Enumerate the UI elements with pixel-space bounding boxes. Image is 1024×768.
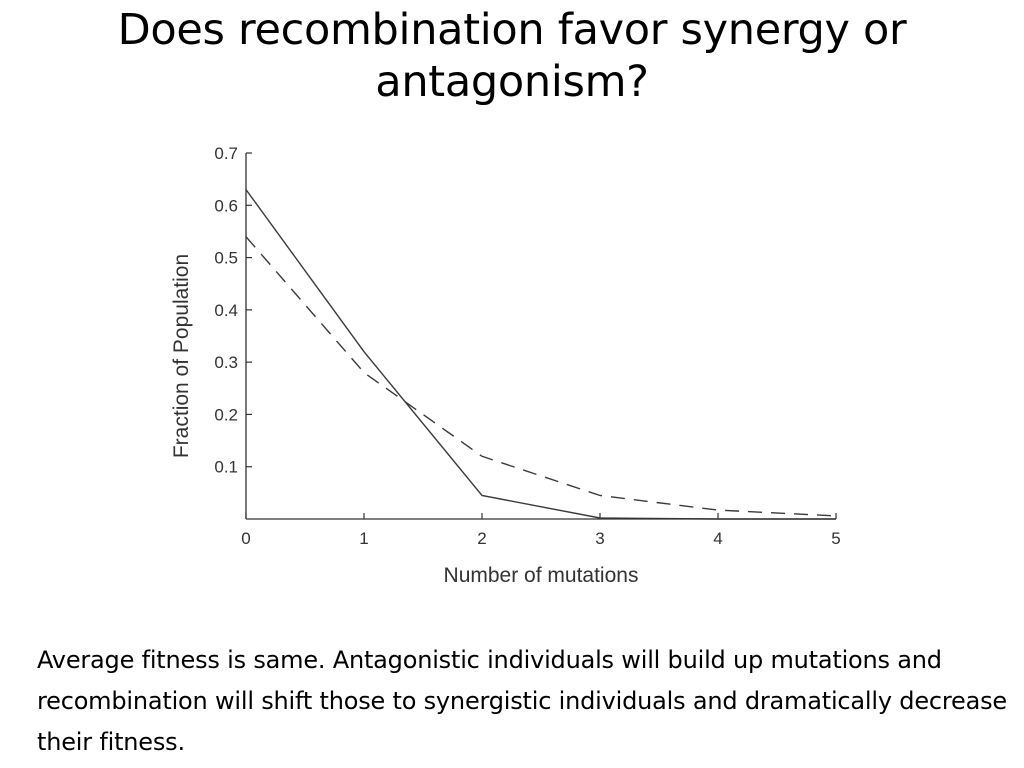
y-tick-label: 0.2 xyxy=(214,405,238,424)
y-tick-label: 0.5 xyxy=(214,249,238,268)
x-tick-label: 4 xyxy=(713,529,722,548)
x-axis-ticks: 0 1 2 3 4 5 xyxy=(241,513,841,548)
solid-series-line xyxy=(245,189,836,520)
slide-caption: Average fitness is same. Antagonistic in… xyxy=(37,646,1007,756)
y-tick-label: 0.4 xyxy=(214,301,238,320)
y-axis-ticks: 0.1 0.2 0.3 0.4 0.5 0.6 0.7 xyxy=(214,144,252,477)
slide-title: Does recombination favor synergy or anta… xyxy=(117,5,907,107)
y-axis-label: Fraction of Population xyxy=(170,254,193,458)
x-tick-label: 3 xyxy=(595,529,604,548)
chart-svg: 0.1 0.2 0.3 0.4 0.5 0.6 0.7 0 1 2 3 4 5 Number of m… xyxy=(170,144,841,587)
line-chart: 0.1 0.2 0.3 0.4 0.5 0.6 0.7 0 1 2 3 4 5 Number of m… xyxy=(150,135,870,605)
y-tick-label: 0.3 xyxy=(214,353,238,372)
series-layer xyxy=(245,189,837,520)
x-tick-label: 5 xyxy=(831,529,840,548)
x-tick-label: 0 xyxy=(241,529,250,548)
y-tick-label: 0.6 xyxy=(214,196,238,215)
y-tick-label: 0.7 xyxy=(214,144,238,163)
x-tick-label: 1 xyxy=(359,529,368,548)
y-tick-label: 0.1 xyxy=(214,458,238,477)
x-tick-label: 2 xyxy=(477,529,486,548)
x-axis-label: Number of mutations xyxy=(444,564,639,587)
dashed-series-line xyxy=(245,236,837,517)
